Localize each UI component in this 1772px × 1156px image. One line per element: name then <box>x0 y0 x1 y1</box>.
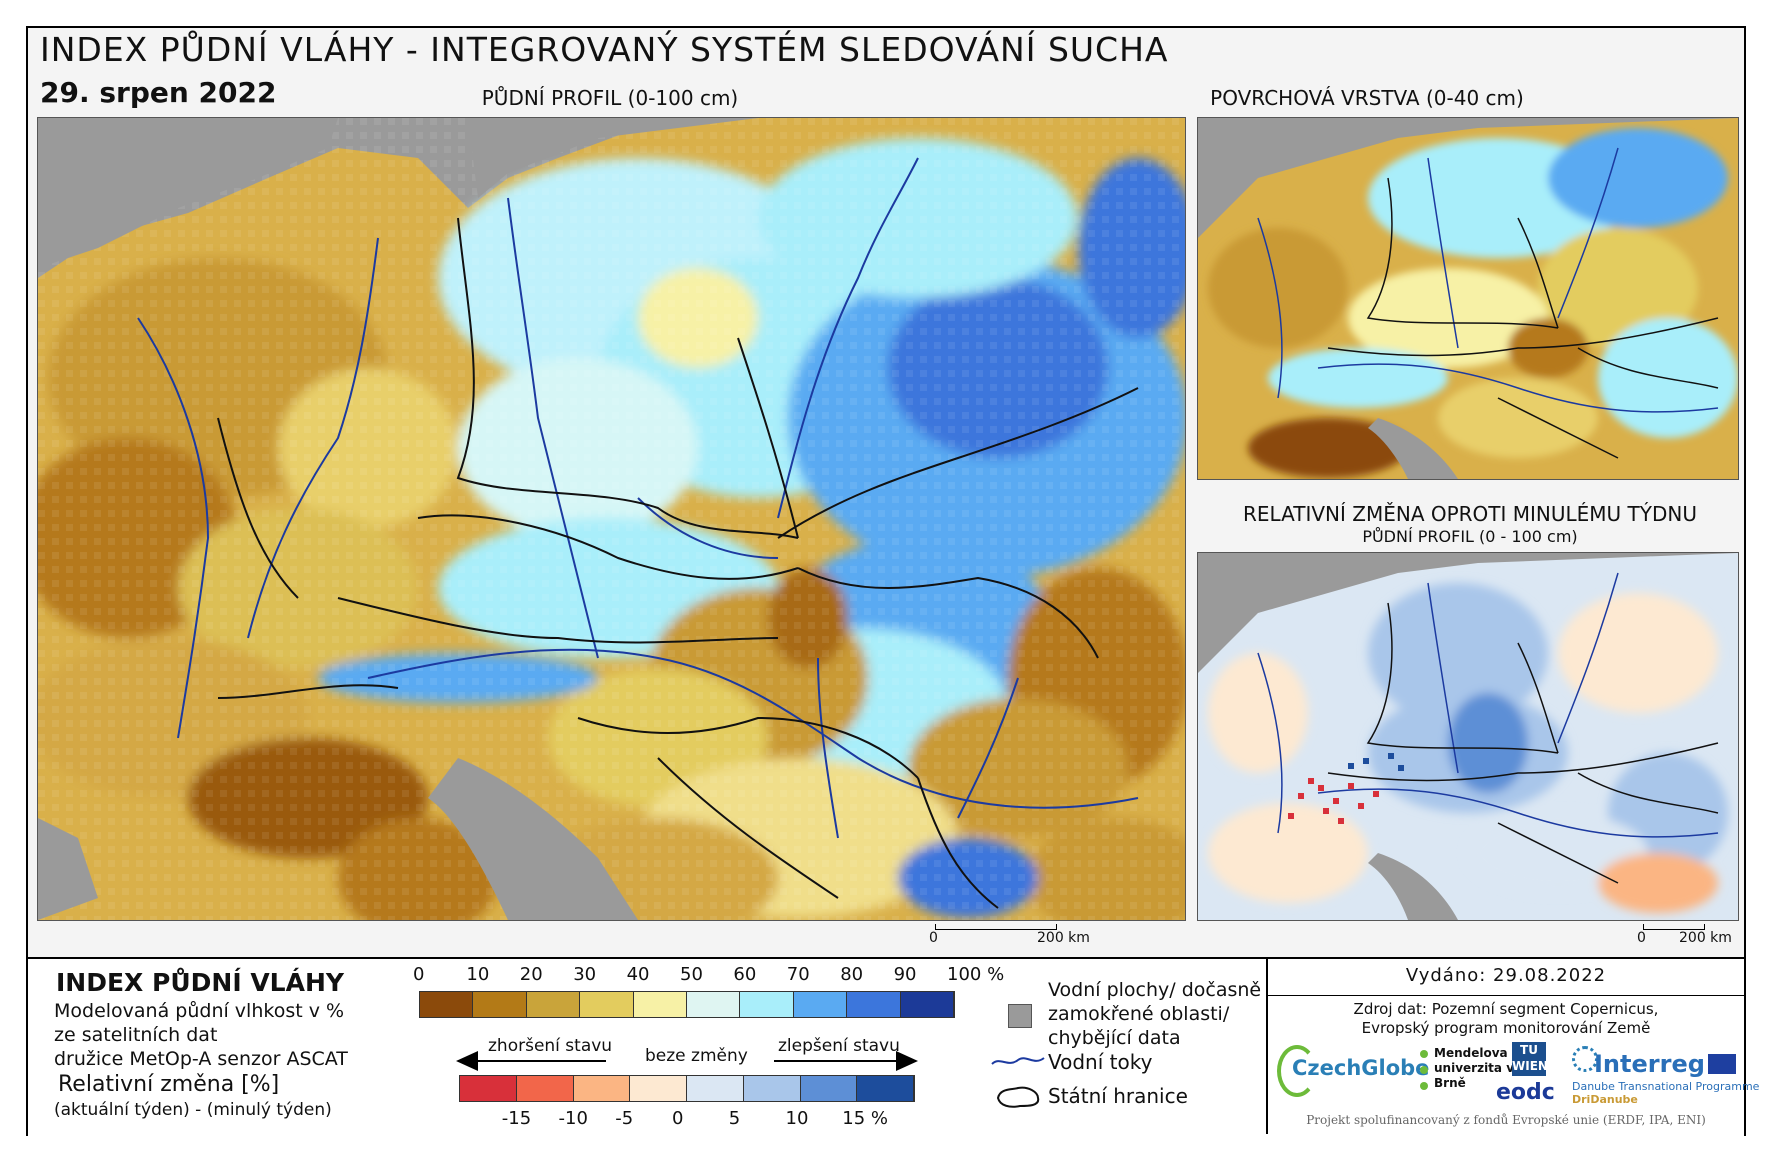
inset-scalebar-start: 0 <box>1637 930 1646 946</box>
arrow-worse-line <box>458 1060 606 1062</box>
czechglobe-logo-icon <box>1277 1045 1317 1097</box>
legend-desc-2: ze satelitních dat <box>54 1024 218 1046</box>
page-title: INDEX PŮDNÍ VLÁHY - INTEGROVANÝ SYSTÉM S… <box>40 30 1169 69</box>
issued-date: Vydáno: 29.08.2022 <box>1405 965 1607 986</box>
arrow-better-label: zlepšení stavu <box>778 1036 900 1056</box>
moisture-tick-label: 60 <box>733 964 757 985</box>
inset-scalebar-end: 200 km <box>1679 930 1732 946</box>
moisture-colorbar <box>419 991 955 1018</box>
moisture-tick-label: 90 <box>893 964 917 985</box>
interreg-star-icon <box>1572 1046 1598 1072</box>
moisture-swatch-9 <box>900 992 954 1017</box>
relative-change-heading: Relativní změna [%] <box>58 1072 280 1097</box>
mendelu-logo: Mendelova univerzita v Brně <box>1434 1046 1515 1090</box>
arrow-left-icon <box>456 1051 478 1071</box>
moisture-tick-label: 20 <box>519 964 543 985</box>
source-line-1: Zdroj dat: Pozemní segment Copernicus, <box>1353 1000 1659 1018</box>
arrow-none-label: beze změny <box>645 1046 748 1066</box>
source-line-2: Evropský program monitorování Země <box>1361 1019 1651 1037</box>
water-bodies-swatch <box>1008 1004 1032 1028</box>
change-colorbar <box>459 1075 915 1102</box>
tuwien-logo: TU WIEN <box>1512 1042 1548 1076</box>
relative-change-desc: (aktuální týden) - (minulý týden) <box>54 1100 332 1120</box>
moisture-swatch-5 <box>686 992 741 1017</box>
moisture-swatch-4 <box>633 992 687 1017</box>
main-soil-moisture-map <box>37 117 1186 921</box>
legend-desc-1: Modelovaná půdní vlhkost v % <box>54 1000 345 1022</box>
eu-flag-icon <box>1708 1054 1736 1074</box>
legend-divider <box>1266 957 1268 1134</box>
interreg-programme: Danube Transnational Programme <box>1572 1080 1760 1093</box>
arrow-right-icon <box>896 1051 918 1071</box>
change-map-sublabel: PŮDNÍ PROFIL (0 - 100 cm) <box>1362 527 1578 546</box>
moisture-tick-label: 10 <box>466 964 490 985</box>
change-swatch-0 <box>460 1076 517 1101</box>
eodc-logo: eodc <box>1496 1080 1555 1105</box>
moisture-tick-label: 100 % <box>947 964 1005 985</box>
weekly-change-map <box>1197 552 1739 921</box>
scalebar-end: 200 km <box>1037 930 1090 946</box>
moisture-tick-label: 0 <box>413 964 425 985</box>
river-line-icon <box>991 1057 1045 1065</box>
change-tick-label: -15 <box>501 1108 532 1129</box>
change-swatch-2 <box>573 1076 631 1101</box>
funding-footer: Projekt spolufinancovaný z fondů Evropsk… <box>1306 1113 1706 1127</box>
change-tick-label: -5 <box>615 1108 634 1129</box>
legend-panel <box>28 957 1744 1136</box>
arrow-worse-label: zhoršení stavu <box>488 1036 613 1056</box>
moisture-tick-label: 70 <box>786 964 810 985</box>
water-bodies-label: Vodní plochy/ dočasně zamokřené oblasti/… <box>1048 979 1262 1049</box>
borders-label: Státní hranice <box>1048 1084 1188 1108</box>
moisture-tick-label: 50 <box>680 964 703 985</box>
change-swatch-5 <box>743 1076 801 1101</box>
change-map-label: RELATIVNÍ ZMĚNA OPROTI MINULÉMU TÝDNU <box>1242 502 1697 526</box>
main-map-label: PŮDNÍ PROFIL (0-100 cm) <box>481 86 739 110</box>
inset-scalebar: 0 200 km <box>1637 922 1747 946</box>
czechglobe-logo: CzechGlobe <box>1292 1056 1430 1080</box>
issue-date-heading: 29. srpen 2022 <box>40 76 277 109</box>
change-swatch-7 <box>857 1076 914 1101</box>
moisture-swatch-3 <box>580 992 634 1017</box>
moisture-swatch-7 <box>793 992 848 1017</box>
moisture-tick-label: 40 <box>626 964 650 985</box>
legend-heading: INDEX PŮDNÍ VLÁHY <box>56 968 344 997</box>
change-tick-label: 5 <box>728 1108 741 1129</box>
change-tick-label: 15 % <box>842 1108 888 1129</box>
change-tick-label: 10 <box>785 1108 809 1129</box>
interreg-logo: Interreg <box>1594 1050 1705 1078</box>
surface-map-label: POVRCHOVÁ VRSTVA (0-40 cm) <box>1210 86 1524 110</box>
arrow-better-line <box>774 1060 896 1062</box>
change-swatch-6 <box>800 1076 858 1101</box>
issued-divider <box>1268 995 1744 996</box>
mendelu-dot-icon <box>1420 1066 1428 1074</box>
change-swatch-1 <box>516 1076 574 1101</box>
moisture-swatch-1 <box>473 992 527 1017</box>
moisture-swatch-2 <box>526 992 581 1017</box>
moisture-swatch-6 <box>740 992 794 1017</box>
moisture-tick-label: 80 <box>840 964 864 985</box>
change-swatch-3 <box>630 1076 687 1101</box>
interreg-project: DriDanube <box>1572 1093 1638 1106</box>
legend-desc-3: družice MetOp-A senzor ASCAT <box>54 1048 348 1070</box>
scalebar-start: 0 <box>929 930 938 946</box>
surface-layer-map <box>1197 117 1739 480</box>
change-swatch-4 <box>687 1076 744 1101</box>
moisture-tick-label: 30 <box>573 964 597 985</box>
change-tick-label: -10 <box>558 1108 588 1129</box>
moisture-swatch-0 <box>420 992 474 1017</box>
change-tick-label: 0 <box>672 1108 684 1129</box>
mendelu-dot-icon <box>1420 1050 1428 1058</box>
rivers-label: Vodní toky <box>1048 1050 1153 1074</box>
main-scalebar: 0 200 km <box>929 922 1129 946</box>
border-outline-icon <box>996 1086 1040 1108</box>
moisture-swatch-8 <box>847 992 901 1017</box>
mendelu-dot-icon <box>1420 1082 1428 1090</box>
